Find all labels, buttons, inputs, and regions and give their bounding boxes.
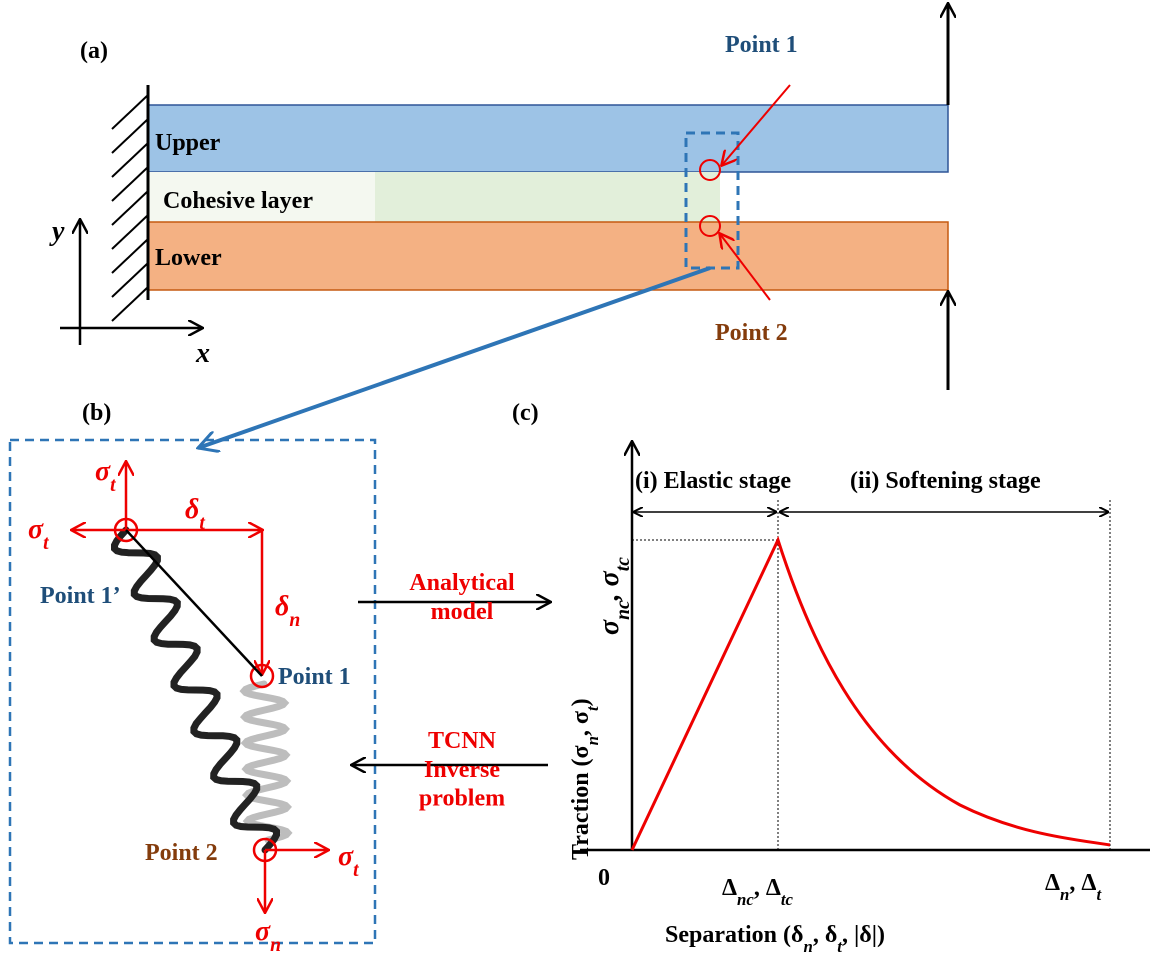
subscript: t bbox=[43, 533, 49, 554]
delta-label: δt bbox=[185, 494, 205, 534]
subscript: t bbox=[199, 513, 205, 534]
subscript: t bbox=[353, 860, 359, 881]
sigma-label: σn bbox=[255, 916, 281, 955]
lower-beam bbox=[148, 222, 948, 290]
lower-label: Lower bbox=[155, 245, 222, 271]
text-line: problem bbox=[419, 786, 505, 812]
text-part: σ bbox=[95, 456, 111, 487]
x-axis-label: x bbox=[195, 338, 210, 369]
subscript: n bbox=[289, 610, 300, 631]
text-part: σ bbox=[594, 619, 625, 635]
text-part: Separation (δ bbox=[665, 922, 803, 948]
text-part: δ bbox=[275, 591, 289, 622]
final-separation: Δn, Δt bbox=[1045, 870, 1102, 904]
subscript: tc bbox=[781, 890, 794, 909]
text-part: ) bbox=[568, 698, 594, 706]
y-axis-label: Traction (σn, σt) bbox=[568, 698, 602, 860]
delta-label: δn bbox=[275, 591, 300, 631]
origin-label: 0 bbox=[598, 865, 610, 891]
panel-label: (c) bbox=[512, 400, 539, 426]
text-part: σ bbox=[338, 841, 354, 872]
text-part: , σ bbox=[594, 570, 625, 601]
panel-label: (b) bbox=[82, 400, 111, 426]
text-line: model bbox=[431, 599, 494, 625]
text-part: , |δ|) bbox=[842, 922, 885, 948]
text-part: Δ bbox=[722, 875, 737, 901]
subscript: t bbox=[110, 475, 116, 496]
x-axis-label: Separation (δn, δt, |δ|) bbox=[665, 922, 885, 955]
forward-label: Analytical model bbox=[409, 570, 515, 625]
text-part: , Δ bbox=[754, 875, 781, 901]
text-line: Inverse bbox=[424, 757, 500, 783]
cohesive-label: Cohesive layer bbox=[163, 188, 313, 214]
spring bbox=[244, 684, 288, 840]
upper-beam bbox=[148, 105, 948, 172]
upper-label: Upper bbox=[155, 130, 221, 156]
y-axis-label: y bbox=[49, 216, 65, 247]
subscript: n bbox=[803, 937, 812, 955]
subscript: nc bbox=[737, 890, 754, 909]
subscript: n bbox=[1060, 885, 1069, 904]
subscript: nc bbox=[613, 600, 634, 620]
zoom-arrow bbox=[198, 268, 710, 448]
figure: (a) Upper Cohesive layer Lower Point 1 P… bbox=[0, 0, 1151, 955]
sigma-label: σt bbox=[28, 514, 49, 554]
text-part: , δ bbox=[813, 922, 837, 948]
point-2-label: Point 2 bbox=[715, 320, 788, 346]
subscript: t bbox=[1096, 885, 1102, 904]
text-part: , Δ bbox=[1069, 870, 1096, 896]
subscript: n bbox=[270, 935, 281, 955]
point-label: Point 1 bbox=[278, 664, 351, 690]
text-line: Analytical bbox=[409, 570, 515, 596]
sigma-label: σt bbox=[95, 456, 116, 496]
text-line: TCNN bbox=[428, 728, 497, 754]
text-part: δ bbox=[185, 494, 199, 525]
critical-separation: Δnc, Δtc bbox=[722, 875, 794, 909]
point-1-label: Point 1 bbox=[725, 32, 798, 58]
stage-label: (ii) Softening stage bbox=[850, 468, 1041, 494]
peak-label: σnc, σtc bbox=[594, 557, 634, 635]
text-part: σ bbox=[255, 916, 271, 947]
text-part: σ bbox=[28, 514, 44, 545]
inverse-label: TCNN Inverse problem bbox=[419, 728, 505, 812]
subscript: tc bbox=[613, 557, 634, 571]
point-label: Point 2 bbox=[145, 840, 218, 866]
text-part: , σ bbox=[568, 711, 594, 736]
point-label: Point 1’ bbox=[40, 583, 121, 609]
stage-label: (i) Elastic stage bbox=[635, 468, 791, 494]
traction-curve bbox=[632, 540, 1110, 850]
panel-label: (a) bbox=[80, 38, 108, 64]
subscript: n bbox=[583, 736, 602, 745]
text-part: Traction (σ bbox=[568, 745, 594, 860]
cohesive-layer bbox=[375, 172, 720, 222]
text-part: Δ bbox=[1045, 870, 1060, 896]
sigma-label: σt bbox=[338, 841, 359, 881]
